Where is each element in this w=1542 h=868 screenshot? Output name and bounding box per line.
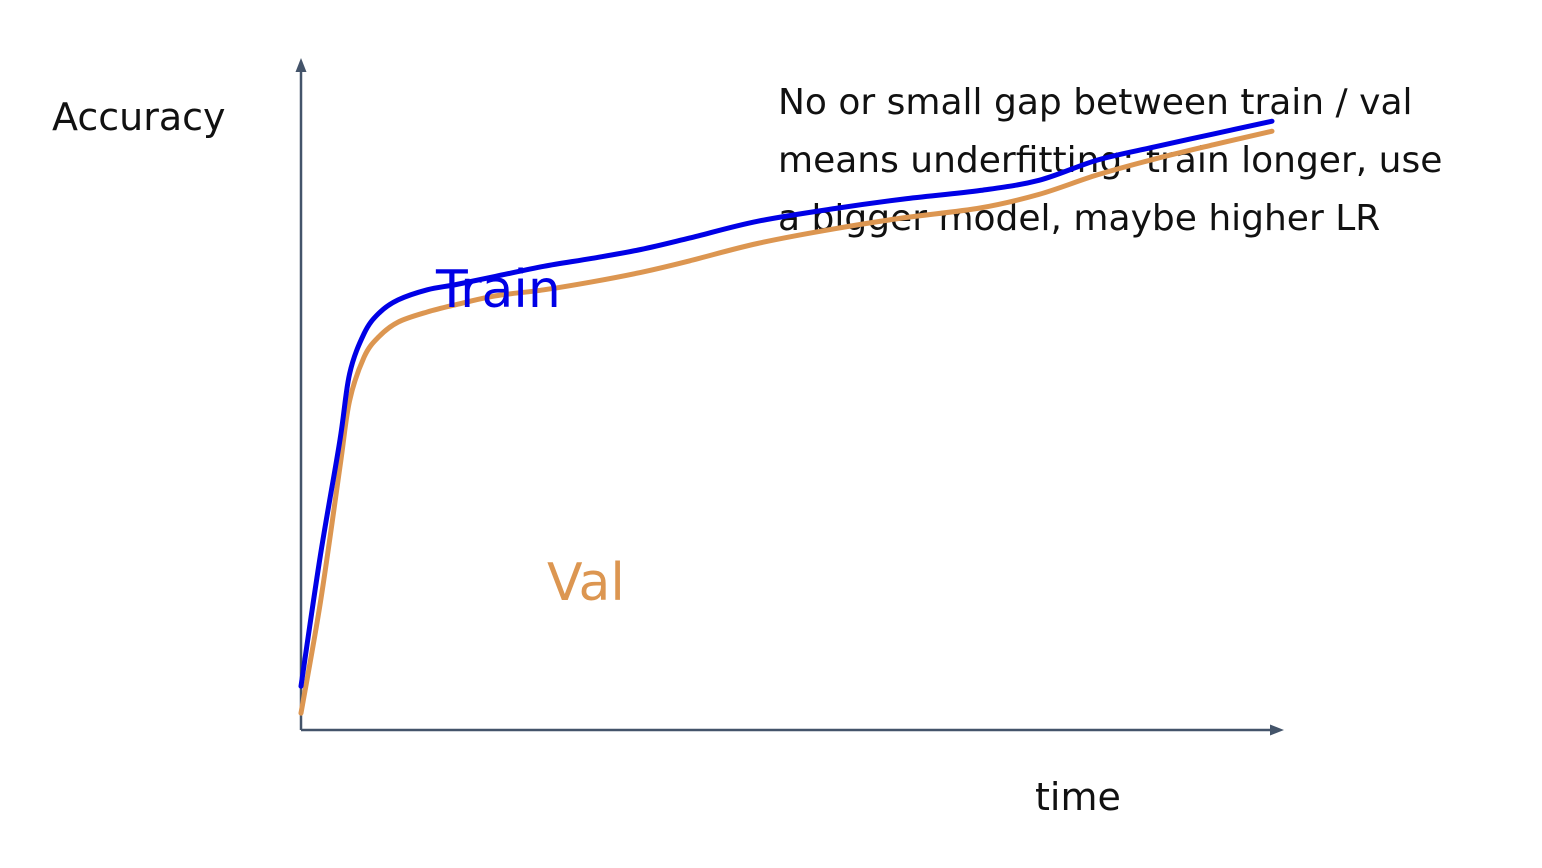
annotation-line-2: means underfitting: train longer, use xyxy=(778,140,1442,181)
y-axis-label: Accuracy xyxy=(52,95,226,139)
series-label-train: Train xyxy=(435,260,561,320)
x-axis-label: time xyxy=(1035,775,1121,819)
y-axis-arrow xyxy=(295,58,307,72)
annotation-line-1: No or small gap between train / val xyxy=(778,82,1413,123)
series-line-val xyxy=(298,128,1275,716)
annotation-line-3: a bigger model, maybe higher LR xyxy=(778,198,1380,239)
series-line-train xyxy=(298,118,1275,689)
series-label-val: Val xyxy=(547,553,625,613)
x-axis-arrow xyxy=(1270,724,1284,736)
